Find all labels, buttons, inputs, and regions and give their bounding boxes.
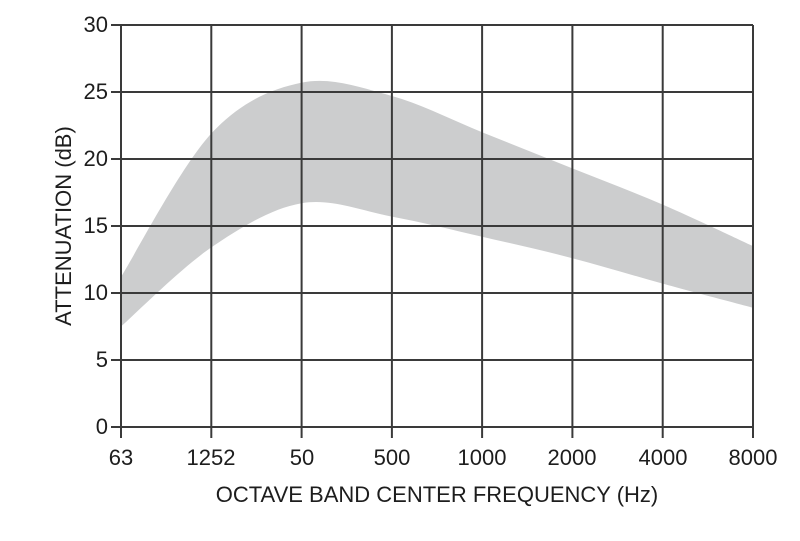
gridlines: [120, 24, 754, 428]
x-tick-label-5: 1000: [457, 445, 507, 470]
x-tick-label-2: 1252: [186, 445, 236, 470]
x-tick-label-1: 63: [108, 445, 134, 470]
x-tick-label-3: 50: [289, 445, 315, 470]
y-axis-title: ATTENUATION (dB): [51, 126, 76, 326]
y-tick-label-30: 30: [83, 12, 108, 37]
y-tick-label-15: 15: [83, 213, 108, 238]
x-tick-label-8: 8000: [728, 445, 778, 470]
x-tick-label-6: 2000: [547, 445, 597, 470]
y-tick-label-10: 10: [83, 280, 108, 305]
y-tick-label-0: 0: [95, 414, 108, 439]
y-tick-label-5: 5: [95, 347, 108, 372]
x-axis-title: OCTAVE BAND CENTER FREQUENCY (Hz): [215, 482, 659, 507]
y-tick-label-25: 25: [83, 79, 108, 104]
axis-tick-marks: [111, 24, 754, 438]
attenuation-range-band: [121, 80, 753, 327]
y-tick-label-20: 20: [83, 146, 108, 171]
x-tick-label-7: 4000: [638, 445, 688, 470]
x-tick-label-4: 500: [373, 445, 411, 470]
